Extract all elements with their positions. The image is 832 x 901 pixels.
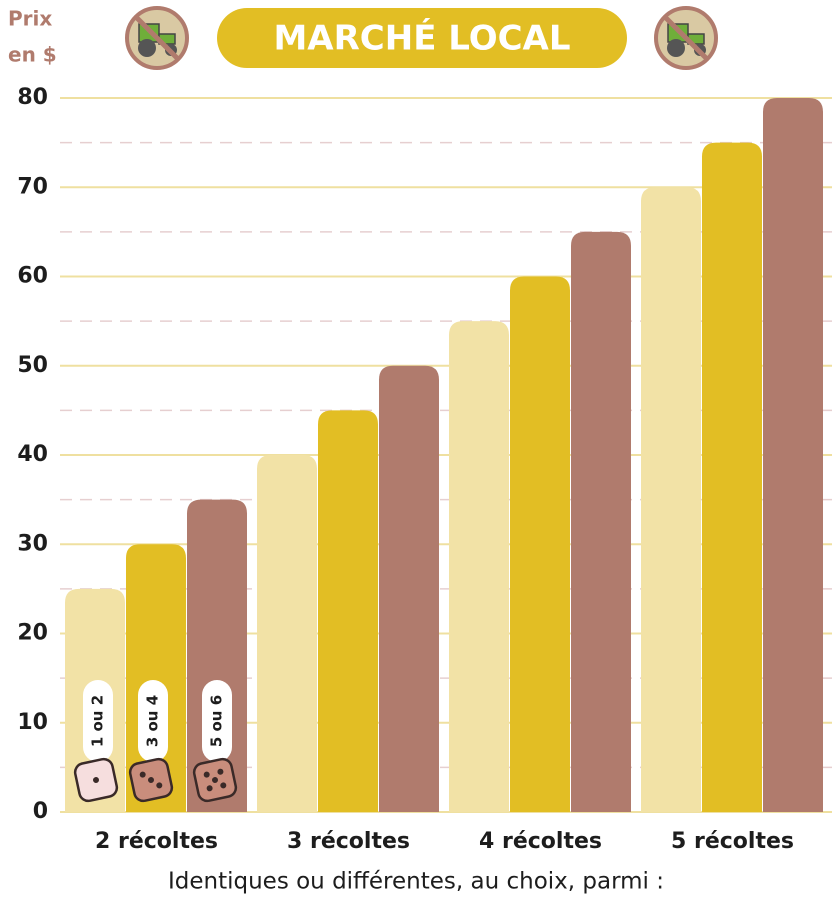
y-tick-label: 30 [17, 531, 48, 556]
bar [571, 232, 631, 812]
legend-label: 3 ou 4 [144, 695, 162, 747]
y-tick-label: 10 [17, 710, 48, 735]
y-axis-label: Prix [8, 7, 52, 31]
x-tick-label: 5 récoltes [671, 829, 794, 854]
legend-label: 5 ou 6 [208, 695, 226, 747]
bar [318, 410, 378, 812]
y-tick-label: 80 [17, 85, 48, 110]
footer: Identiques ou différentes, au choix, par… [168, 869, 664, 895]
logo-left [127, 8, 187, 68]
y-tick-label: 0 [33, 799, 48, 824]
bar [379, 366, 439, 812]
x-tick-label: 4 récoltes [479, 829, 602, 854]
bar [449, 321, 509, 812]
chart-title: MARCHÉ LOCAL [273, 18, 570, 59]
y-tick-label: 40 [17, 442, 48, 467]
legend-die [128, 757, 173, 802]
legend-label: 1 ou 2 [89, 695, 107, 747]
bar [763, 98, 823, 812]
chart: MARCHÉ LOCAL Prix en $ Identiques ou dif… [0, 0, 832, 897]
y-axis-label: en $ [8, 43, 57, 67]
y-tick-label: 20 [17, 621, 48, 646]
legend-die [73, 757, 118, 802]
bar [702, 143, 762, 812]
y-tick-label: 70 [17, 174, 48, 199]
logo-right [656, 8, 716, 68]
y-tick-label: 50 [17, 353, 48, 378]
bar [257, 455, 317, 812]
bar [510, 277, 570, 813]
y-tick-label: 60 [17, 264, 48, 289]
page: {"chart_data": { "type": "bar", "title":… [0, 0, 832, 897]
x-tick-label: 3 récoltes [287, 829, 410, 854]
legend-die [192, 757, 237, 802]
x-tick-label: 2 récoltes [95, 829, 218, 854]
bar [641, 187, 701, 812]
